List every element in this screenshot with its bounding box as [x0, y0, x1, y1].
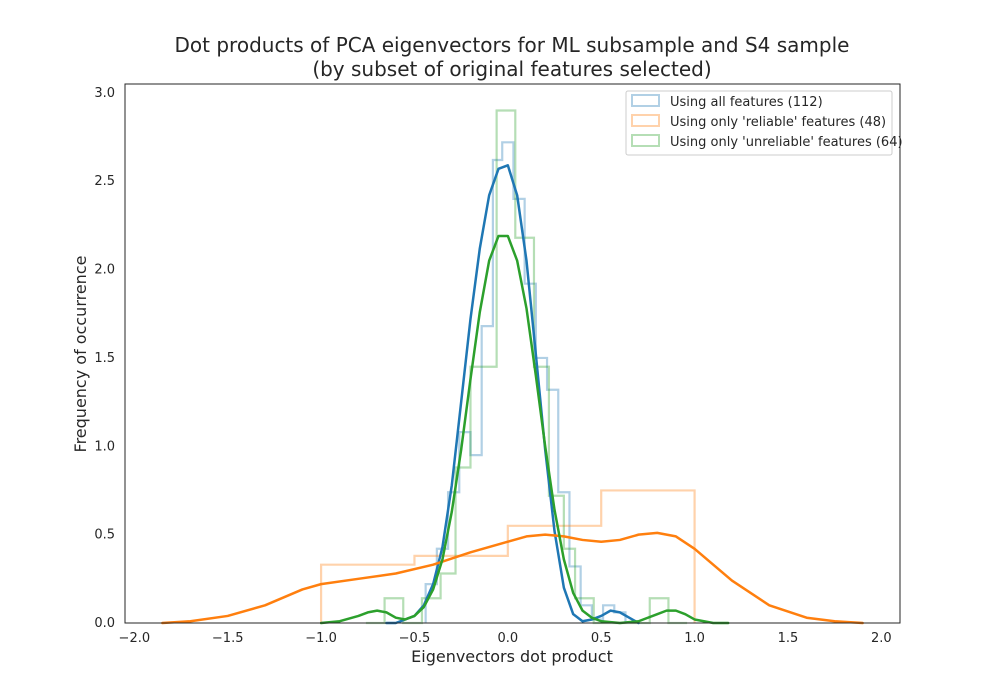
histogram-series-2: [365, 109, 688, 625]
legend-label-unreliable: Using only 'unreliable' features (64): [670, 135, 903, 150]
x-tick-label: 0.5: [591, 631, 612, 646]
y-axis-label: Frequency of occurrence: [71, 256, 90, 453]
y-tick-label: 2.0: [94, 263, 115, 278]
legend-box: [625, 90, 893, 156]
kde-line-series-2: [319, 234, 730, 625]
kde-line-series-1: [161, 531, 864, 625]
x-tick-label: −2.0: [119, 631, 151, 646]
legend-swatch-reliable: [631, 114, 660, 127]
y-tick-label: 0.0: [94, 616, 115, 631]
kde-line-series-0: [385, 164, 640, 625]
legend-label-reliable: Using only 'reliable' features (48): [670, 115, 886, 130]
plot-frame: [124, 83, 901, 624]
chart-title-line1: Dot products of PCA eigenvectors for ML …: [175, 33, 850, 57]
x-tick-label: −1.0: [305, 631, 337, 646]
histogram-series-1: [319, 489, 696, 623]
kde-layer: [161, 164, 864, 625]
chart-title-line2: (by subset of original features selected…: [312, 57, 711, 81]
legend-swatch-unreliable: [631, 134, 660, 147]
x-tick-label: −1.5: [212, 631, 244, 646]
y-tick-label: 1.0: [94, 439, 115, 454]
y-tick-label: 2.5: [94, 174, 115, 189]
legend-swatch-all: [631, 94, 660, 107]
x-tick-label: −0.5: [399, 631, 431, 646]
histogram-layer: [319, 109, 696, 625]
legend-label-all: Using all features (112): [670, 95, 823, 110]
x-tick-label: 1.5: [778, 631, 799, 646]
y-tick-label: 3.0: [94, 86, 115, 101]
y-tick-label: 1.5: [94, 351, 115, 366]
y-tick-label: 0.5: [94, 528, 115, 543]
x-tick-label: 1.0: [684, 631, 705, 646]
y-axis-ticks: 0.0 0.5 1.0 1.5 2.0 2.5 3.0: [94, 86, 115, 631]
x-axis-ticks: −2.0 −1.5 −1.0 −0.5 0.0 0.5 1.0 1.5 2.0: [119, 631, 892, 646]
x-tick-label: 2.0: [871, 631, 892, 646]
x-tick-label: 0.0: [497, 631, 518, 646]
legend: Using all features (112) Using only 'rel…: [625, 90, 903, 156]
x-axis-label: Eigenvectors dot product: [411, 647, 613, 666]
